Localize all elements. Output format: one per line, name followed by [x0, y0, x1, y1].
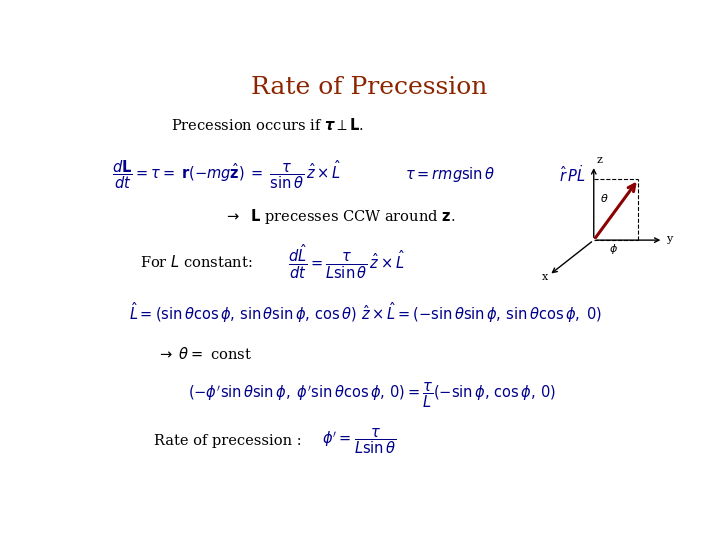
Text: x: x — [541, 272, 548, 282]
Text: Rate of Precession: Rate of Precession — [251, 76, 487, 99]
Text: z: z — [597, 155, 603, 165]
Text: $\hat{L} = (\sin\theta\cos\phi,\,\sin\theta\sin\phi,\,\cos\theta)$: $\hat{L} = (\sin\theta\cos\phi,\,\sin\th… — [129, 300, 357, 325]
Text: For $L$ constant:: For $L$ constant: — [140, 254, 253, 271]
Text: Rate of precession :: Rate of precession : — [154, 434, 302, 448]
Text: $\theta$: $\theta$ — [600, 192, 609, 204]
Text: $\dfrac{d\hat{L}}{dt} = \dfrac{\tau}{L\sin\theta}\,\hat{z}\times\hat{L}$: $\dfrac{d\hat{L}}{dt} = \dfrac{\tau}{L\s… — [288, 243, 405, 281]
Text: $\phi$: $\phi$ — [608, 242, 618, 256]
Text: $\rightarrow\;$ $\mathbf{L}$ precesses CCW around $\mathbf{z}$.: $\rightarrow\;$ $\mathbf{L}$ precesses C… — [224, 207, 455, 226]
Text: $\hat{z}\times\hat{L} = (-\sin\theta\sin\phi,\,\sin\theta\cos\phi,\;0)$: $\hat{z}\times\hat{L} = (-\sin\theta\sin… — [361, 300, 601, 325]
Text: y: y — [666, 234, 672, 245]
Text: $\dfrac{d\mathbf{L}}{dt} = \tau = \; \mathbf{r}(-mg\hat{\mathbf{z}}) \;=\; \dfra: $\dfrac{d\mathbf{L}}{dt} = \tau = \; \ma… — [112, 159, 342, 191]
Text: $\phi' = \dfrac{\tau}{L\sin\theta}$: $\phi' = \dfrac{\tau}{L\sin\theta}$ — [322, 426, 396, 456]
Text: $(-\phi'\sin\theta\sin\phi,\;\phi'\sin\theta\cos\phi,\,0) = \dfrac{\tau}{L}(-\si: $(-\phi'\sin\theta\sin\phi,\;\phi'\sin\t… — [188, 381, 556, 410]
Text: $\hat{r}\,P\dot{L}$: $\hat{r}\,P\dot{L}$ — [559, 165, 585, 185]
Text: Precession occurs if $\boldsymbol{\tau} \perp \mathbf{L}$.: Precession occurs if $\boldsymbol{\tau} … — [171, 117, 364, 133]
Text: $\rightarrow\;\theta=$ const: $\rightarrow\;\theta=$ const — [157, 346, 252, 362]
Text: $\tau = rmg\sin\theta$: $\tau = rmg\sin\theta$ — [405, 165, 495, 185]
